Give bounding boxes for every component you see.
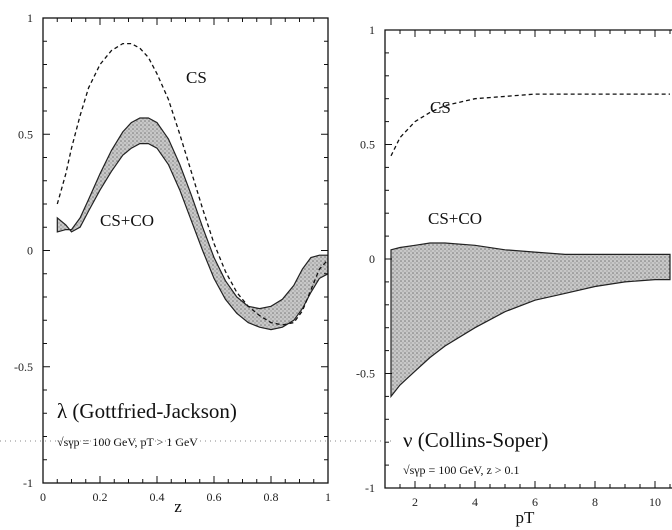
y-tick-label: 0.5 — [360, 138, 375, 152]
right-ticks: 2 4 6 8 10 -1 -0.5 0 0.5 1 — [356, 23, 671, 509]
right-conditions-label: √sγp = 100 GeV, z > 0.1 — [403, 463, 520, 477]
left-band-group — [56, 117, 328, 331]
x-tick-label: 0.2 — [93, 490, 108, 504]
right-band-group — [390, 242, 671, 399]
x-tick-label: 4 — [472, 495, 478, 509]
right-observable-label: ν (Collins-Soper) — [403, 428, 548, 452]
left-csco-label: CS+CO — [100, 211, 154, 230]
y-tick-label: -0.5 — [356, 367, 375, 381]
y-tick-label: 0 — [369, 252, 375, 266]
y-tick-label: 0 — [27, 244, 33, 258]
x-tick-label: 0.8 — [264, 490, 279, 504]
cs-dashed-curve — [390, 93, 670, 157]
y-tick-label: -0.5 — [14, 360, 33, 374]
right-x-axis-title: pT — [516, 508, 536, 527]
y-tick-label: -1 — [365, 481, 375, 495]
right-plot-frame — [384, 29, 672, 489]
x-tick-label: 10 — [649, 495, 661, 509]
x-tick-label: 1 — [325, 490, 331, 504]
right-csco-label: CS+CO — [428, 209, 482, 228]
x-tick-label: 8 — [592, 495, 598, 509]
left-observable-label: λ (Gottfried-Jackson) — [57, 399, 237, 423]
x-tick-label: 0.4 — [150, 490, 165, 504]
cs-co-band — [56, 117, 328, 331]
y-tick-label: 0.5 — [18, 127, 33, 141]
left-x-axis-title: z — [174, 497, 182, 516]
y-tick-label: 1 — [27, 11, 33, 25]
y-tick-label: 1 — [369, 23, 375, 37]
right-cs-label: CS — [430, 98, 451, 117]
x-tick-label: 0 — [40, 490, 46, 504]
left-conditions-label: √sγp = 100 GeV, pT > 1 GeV — [57, 435, 198, 449]
y-tick-label: -1 — [23, 476, 33, 490]
cs-dashed-curve — [56, 42, 328, 326]
right-panel: 2 4 6 8 10 -1 -0.5 0 0.5 1 CS CS+CO ν (Collins-So… — [356, 23, 672, 527]
left-panel: 0 0.2 0.4 0.6 0.8 1 -1 -0.5 0 0.5 1 CS CS+CO λ (Go… — [14, 11, 331, 516]
right-cs-group — [390, 93, 670, 157]
left-plot-frame — [42, 17, 329, 484]
left-cs-group — [56, 42, 328, 326]
cs-co-band — [390, 242, 671, 399]
x-tick-label: 2 — [412, 495, 418, 509]
x-tick-label: 0.6 — [207, 490, 222, 504]
x-tick-label: 6 — [532, 495, 538, 509]
left-ticks: 0 0.2 0.4 0.6 0.8 1 -1 -0.5 0 0.5 1 — [14, 11, 331, 504]
left-cs-label: CS — [186, 68, 207, 87]
